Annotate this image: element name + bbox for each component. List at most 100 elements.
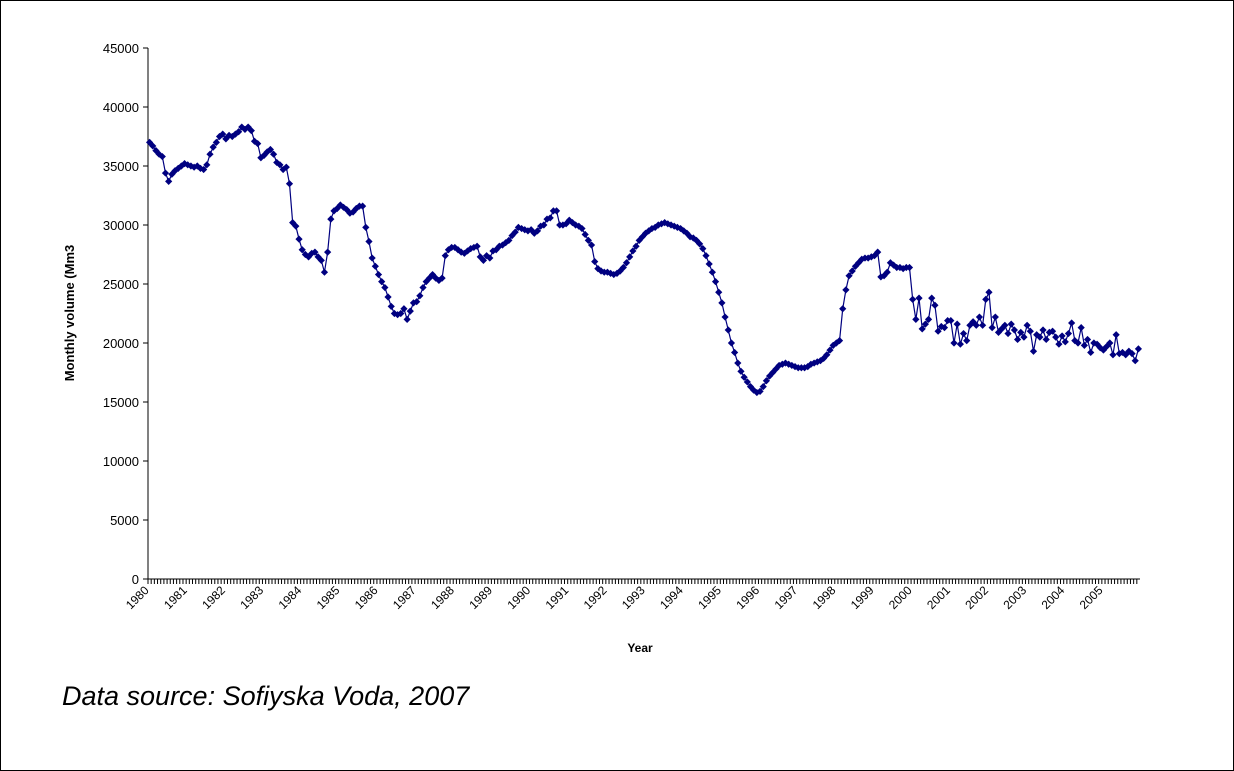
data-point: [715, 288, 723, 296]
data-point: [963, 337, 971, 345]
data-point: [1036, 333, 1044, 341]
data-point: [324, 248, 332, 256]
data-point: [858, 255, 866, 263]
data-point: [622, 259, 631, 267]
data-point: [203, 161, 211, 169]
data-point: [406, 307, 414, 315]
data-point: [473, 242, 481, 250]
data-point: [161, 169, 170, 177]
x-axis-label: Year: [627, 641, 653, 655]
data-point: [397, 309, 405, 318]
data-point: [403, 315, 411, 323]
data-point: [1134, 345, 1143, 353]
data-point: [200, 165, 208, 174]
data-point: [842, 286, 850, 294]
data-point: [346, 209, 354, 217]
data-point: [921, 320, 929, 328]
data-point: [759, 383, 767, 391]
data-point: [368, 254, 376, 262]
data-point: [339, 203, 348, 211]
data-point: [1042, 335, 1050, 344]
data-point: [718, 299, 726, 307]
data-point: [905, 263, 914, 272]
data-point: [257, 154, 265, 162]
data-point: [699, 245, 707, 253]
data-point: [1058, 332, 1066, 340]
data-point: [848, 267, 856, 275]
data-point: [883, 268, 891, 276]
data-point: [810, 359, 818, 367]
data-point: [686, 233, 694, 241]
data-point: [982, 295, 990, 303]
data-point: [425, 274, 433, 282]
y-tick-label: 20000: [103, 336, 139, 351]
data-point: [438, 274, 446, 282]
data-point: [969, 318, 977, 326]
data-point: [565, 216, 573, 224]
data-point: [533, 227, 542, 235]
data-point: [915, 294, 923, 302]
data-point: [928, 294, 936, 302]
data-point: [1039, 326, 1047, 334]
data-point: [1109, 351, 1117, 359]
data-point: [734, 359, 742, 367]
data-point: [880, 272, 888, 280]
data-point: [314, 253, 322, 261]
data-point: [909, 295, 917, 303]
data-point: [667, 221, 675, 229]
data-point: [775, 361, 783, 370]
data-point: [260, 151, 268, 159]
data-point: [165, 177, 173, 185]
data-point: [610, 270, 618, 279]
data-point: [839, 305, 847, 313]
data-point: [816, 357, 825, 365]
data-point: [419, 283, 427, 292]
data-point: [864, 254, 872, 262]
data-point: [254, 139, 262, 148]
data-point: [365, 237, 373, 246]
data-point: [1080, 341, 1088, 349]
data-point: [463, 247, 472, 255]
data-point: [654, 221, 662, 229]
data-point: [371, 262, 379, 270]
data-point: [696, 240, 704, 248]
data-point: [791, 363, 799, 371]
data-point: [400, 305, 408, 313]
data-point: [855, 259, 863, 267]
data-point: [1029, 347, 1038, 355]
data-point: [641, 229, 650, 237]
y-tick-label: 30000: [103, 218, 139, 233]
data-point: [664, 220, 672, 228]
data-point: [1093, 340, 1101, 348]
data-point: [269, 150, 278, 158]
data-point: [778, 360, 786, 368]
data-point: [874, 248, 882, 256]
data-point: [737, 367, 745, 375]
data-point: [931, 301, 939, 309]
data-point: [1055, 340, 1063, 348]
data-point: [266, 145, 275, 154]
data-point: [832, 339, 840, 347]
data-point: [575, 222, 583, 230]
data-point: [607, 269, 615, 277]
data-point: [320, 268, 329, 276]
data-point: [416, 292, 424, 300]
data-point: [721, 313, 729, 321]
data-point: [947, 316, 955, 325]
data-point: [1004, 329, 1012, 338]
data-point: [740, 373, 748, 381]
data-point: [483, 252, 491, 260]
data-point: [584, 236, 592, 244]
data-point: [753, 388, 761, 397]
data-point: [756, 387, 764, 395]
data-point: [235, 128, 243, 136]
data-point: [912, 315, 920, 323]
data-point: [1131, 357, 1139, 365]
data-point: [918, 325, 926, 333]
data-point: [381, 283, 389, 292]
data-point: [924, 315, 933, 323]
data-point: [460, 249, 468, 257]
y-tick-label: 15000: [103, 395, 139, 410]
data-point: [333, 204, 341, 213]
